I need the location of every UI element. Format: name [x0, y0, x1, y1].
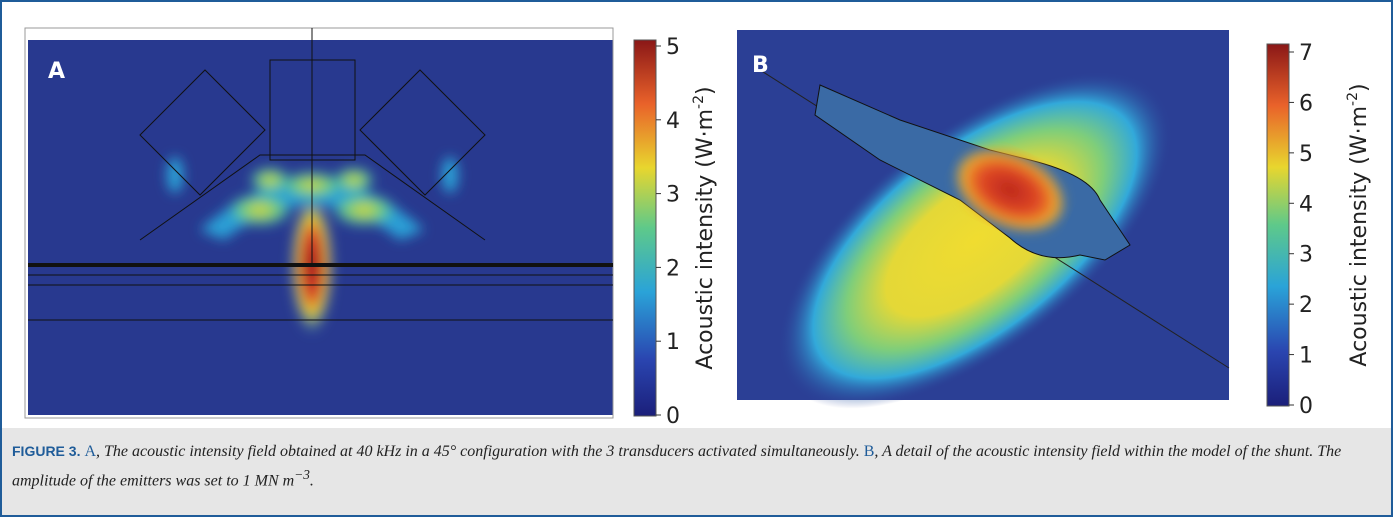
colorbar-tick-label: 0	[666, 404, 680, 428]
colorbar-label: Acoustic intensity (W·m-2)	[1345, 83, 1372, 366]
caption-text: , The acoustic intensity field obtained …	[96, 443, 860, 460]
colorbar-tick-label: 3	[1299, 243, 1313, 268]
superscript: −3	[294, 467, 310, 482]
panel-b-image	[737, 30, 1230, 409]
colorbar	[633, 39, 657, 417]
caption-text: , A detail of the acoustic intensity fie…	[12, 443, 1342, 490]
colorbar-tick-label: 6	[1299, 91, 1313, 116]
figure-number: FIGURE 3.	[12, 443, 81, 459]
panel-a-image	[24, 27, 614, 419]
caption: FIGURE 3. A, The acoustic intensity fiel…	[2, 428, 1391, 515]
caption-text: .	[309, 472, 314, 490]
colorbar-tick-label: 2	[666, 256, 680, 281]
colorbar-label: Acoustic intensity (W·m-2)	[691, 86, 718, 369]
colorbar-tick-label: 1	[666, 330, 680, 355]
colorbar-tick-label: 3	[666, 183, 680, 208]
colorbar-tick-label: 0	[1299, 394, 1313, 419]
colorbar-tick-label: 4	[666, 109, 680, 134]
colorbar-tick-label: 5	[1299, 142, 1313, 167]
colorbar-tick-label: 1	[1299, 344, 1313, 369]
panel-label: A	[48, 59, 65, 84]
colorbar-tick-label: 7	[1299, 41, 1313, 66]
figure: A B Acoustic intensity (W·m-2) Acoustic …	[24, 27, 1372, 428]
panel-ref: A	[84, 443, 97, 460]
colorbar-tick-label: 4	[1299, 192, 1313, 217]
colorbar-tick-label: 2	[1299, 293, 1313, 318]
colorbar	[1266, 43, 1290, 407]
colorbar-tick-label: 5	[666, 35, 680, 60]
panel-label: B	[752, 53, 769, 78]
panel-ref: B	[863, 443, 875, 460]
